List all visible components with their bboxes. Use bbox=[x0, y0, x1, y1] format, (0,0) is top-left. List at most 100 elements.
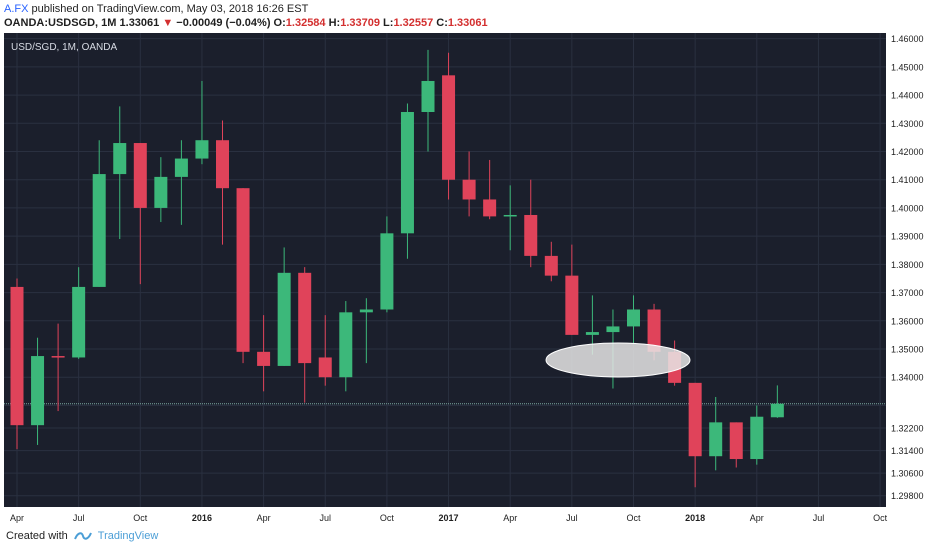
candle-body bbox=[729, 422, 743, 460]
x-tick-label: Apr bbox=[10, 513, 24, 523]
x-tick-label: Oct bbox=[626, 513, 641, 523]
candle bbox=[298, 267, 312, 403]
candle-body bbox=[647, 309, 661, 352]
candle-body bbox=[113, 143, 127, 175]
y-tick-label: 1.31400 bbox=[891, 446, 924, 456]
candle bbox=[421, 49, 435, 152]
candle-body bbox=[442, 75, 456, 180]
candle-body bbox=[565, 275, 579, 335]
candle bbox=[750, 405, 764, 465]
candle-body bbox=[627, 309, 640, 327]
author-link[interactable]: A.FX bbox=[4, 3, 29, 15]
x-tick-label: Apr bbox=[503, 513, 517, 523]
candle bbox=[113, 106, 127, 239]
low-label: L: bbox=[383, 17, 394, 29]
y-tick-label: 1.37000 bbox=[891, 288, 924, 298]
y-tick-label: 1.46000 bbox=[891, 34, 924, 44]
candle-body bbox=[770, 403, 784, 418]
x-axis-bg bbox=[4, 507, 886, 519]
publish-header: A.FX published on TradingView.com, May 0… bbox=[4, 3, 308, 15]
x-tick-label: Oct bbox=[133, 513, 148, 523]
symbol-line: OANDA:USDSGD, 1M bbox=[4, 17, 117, 29]
candle-body bbox=[318, 357, 332, 378]
created-with-text: Created with bbox=[6, 530, 68, 542]
x-tick-label: 2018 bbox=[685, 513, 705, 523]
candle bbox=[359, 298, 373, 364]
candle bbox=[92, 140, 106, 287]
candle-body bbox=[174, 158, 188, 177]
candle-body bbox=[72, 286, 86, 358]
tradingview-brand[interactable]: TradingView bbox=[97, 530, 159, 542]
candle bbox=[565, 244, 579, 335]
candle-body bbox=[10, 286, 24, 426]
x-tick-label: 2017 bbox=[439, 513, 459, 523]
candle-body bbox=[277, 272, 291, 366]
x-tick-label: Apr bbox=[257, 513, 271, 523]
candle-layer bbox=[10, 49, 784, 488]
candle-body bbox=[421, 80, 435, 112]
candle bbox=[31, 337, 45, 445]
high-label: H: bbox=[328, 17, 341, 29]
y-tick-label: 1.34000 bbox=[891, 373, 924, 383]
candle bbox=[462, 151, 476, 217]
candle bbox=[442, 52, 456, 200]
change-arrow-icon: ▼ bbox=[162, 17, 174, 29]
candle-body bbox=[400, 112, 414, 234]
y-tick-label: 1.32200 bbox=[891, 424, 924, 434]
y-tick-label: 1.45000 bbox=[891, 62, 924, 72]
candle-body bbox=[503, 214, 517, 217]
last-price-tag bbox=[886, 397, 932, 410]
y-tick-label: 1.29800 bbox=[891, 491, 924, 501]
candle-body bbox=[462, 179, 476, 200]
close-value: 1.33061 bbox=[447, 17, 488, 29]
candle-body bbox=[709, 422, 723, 457]
footer: Created with TradingView bbox=[6, 530, 158, 542]
y-tick-label: 1.36000 bbox=[891, 316, 924, 326]
candle-body bbox=[51, 356, 65, 358]
y-tick-label: 1.38000 bbox=[891, 260, 924, 270]
candle bbox=[133, 143, 147, 285]
candle-body bbox=[606, 326, 620, 333]
symbol-header: OANDA:USDSGD, 1M 1.33061 ▼ −0.00049 (−0.… bbox=[4, 17, 488, 29]
candle-body bbox=[31, 356, 45, 426]
y-tick-label: 1.30600 bbox=[891, 469, 924, 479]
candle bbox=[72, 267, 86, 359]
candle bbox=[688, 382, 702, 488]
candle bbox=[277, 247, 291, 366]
candle-body bbox=[298, 272, 312, 364]
candle bbox=[174, 140, 188, 225]
candle bbox=[318, 315, 332, 386]
y-tick-label: 1.35000 bbox=[891, 345, 924, 355]
candle bbox=[729, 422, 743, 468]
candle-body bbox=[216, 140, 229, 189]
open-label: O: bbox=[273, 17, 286, 29]
candle-body bbox=[544, 255, 558, 276]
x-tick-label: Jul bbox=[319, 513, 331, 523]
open-value: 1.32584 bbox=[285, 17, 326, 29]
candle bbox=[10, 278, 24, 450]
x-tick-label: 2016 bbox=[192, 513, 212, 523]
candle bbox=[503, 185, 517, 251]
candle-body bbox=[750, 416, 764, 460]
candle bbox=[154, 157, 168, 223]
tradingview-logo-icon bbox=[73, 532, 92, 540]
candle-body bbox=[380, 233, 394, 310]
candle-body bbox=[585, 332, 599, 335]
high-value: 1.33709 bbox=[340, 17, 380, 29]
y-tick-label: 1.41000 bbox=[891, 175, 924, 185]
candle bbox=[544, 241, 558, 282]
close-label: C: bbox=[436, 17, 448, 29]
candle-body bbox=[339, 312, 353, 378]
candle bbox=[400, 103, 414, 259]
candle bbox=[216, 120, 229, 245]
chart-title: USD/SGD, 1M, OANDA bbox=[11, 42, 117, 53]
price-axis-panel[interactable] bbox=[886, 33, 932, 519]
x-tick-label: Apr bbox=[750, 513, 764, 523]
y-tick-label: 1.43000 bbox=[891, 119, 924, 129]
candle-body bbox=[154, 176, 168, 208]
y-tick-label: 1.39000 bbox=[891, 232, 924, 242]
last-price: 1.33061 bbox=[119, 17, 160, 29]
annotation-ellipse bbox=[545, 342, 691, 378]
change-text: −0.00049 (−0.04%) bbox=[176, 17, 271, 29]
candle bbox=[236, 188, 250, 364]
